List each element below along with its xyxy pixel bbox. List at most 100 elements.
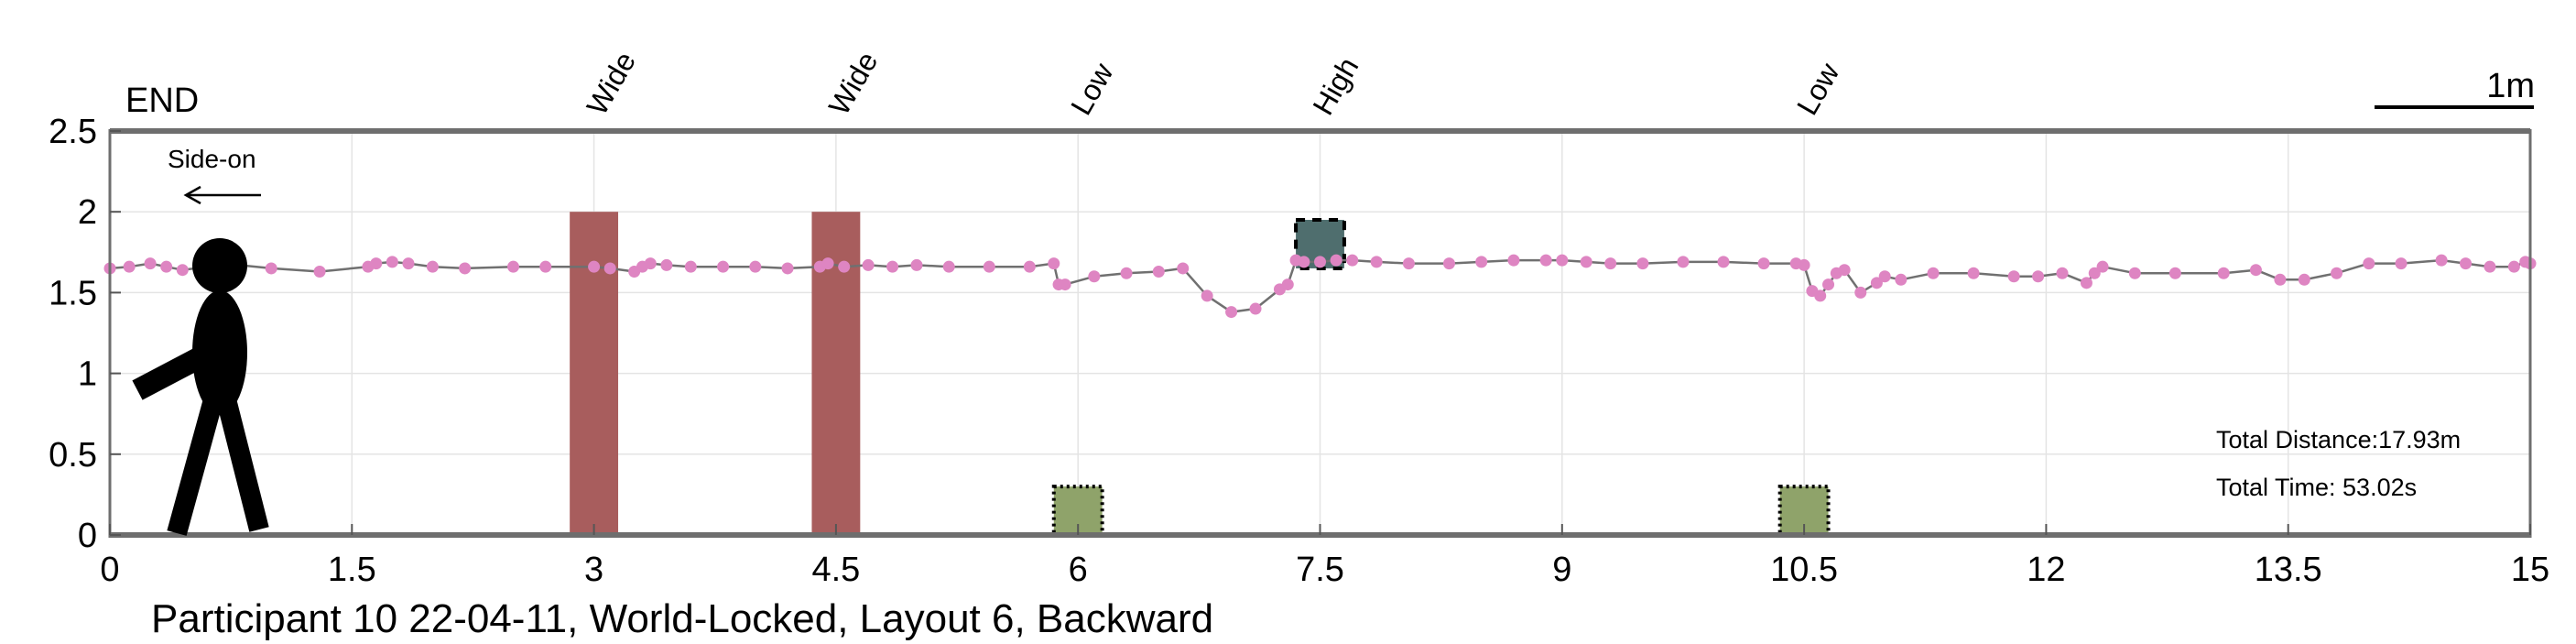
- trajectory-point: [459, 262, 472, 275]
- trajectory-point: [1539, 254, 1552, 267]
- trajectory-point: [1346, 254, 1359, 267]
- trajectory-point: [1717, 256, 1730, 268]
- trajectory-point: [1088, 270, 1101, 283]
- trajectory-point: [1023, 260, 1036, 273]
- trajectory-point: [1048, 257, 1060, 270]
- trajectory-line: [109, 258, 2531, 313]
- trajectory-point: [1402, 257, 1415, 270]
- trajectory-point: [2507, 260, 2520, 273]
- trajectory-point: [1878, 270, 1891, 283]
- trajectory-point: [2168, 267, 2181, 279]
- obstacle-label-0: Wide: [580, 46, 642, 120]
- trajectory-point: [1330, 254, 1342, 267]
- trajectory-point: [886, 260, 899, 273]
- trajectory-point: [1152, 265, 1165, 278]
- total-distance-text: Total Distance:17.93m: [2216, 426, 2461, 453]
- trajectory-point: [507, 260, 519, 273]
- y-axis-ticks: 0 0.5 1 1.5 2 2.5: [49, 113, 121, 555]
- trajectory-point: [1814, 289, 1827, 302]
- trajectory-point: [1281, 278, 1294, 291]
- y-tick-label-2: 1: [78, 355, 97, 394]
- trajectory-point: [2032, 270, 2045, 283]
- trajectory-point: [2096, 260, 2109, 273]
- trajectory-point: [1854, 286, 1867, 299]
- trajectory-point: [1604, 257, 1617, 270]
- trajectory-point: [160, 260, 173, 273]
- trajectory-point: [1895, 273, 1908, 286]
- trajectory-point: [910, 258, 923, 271]
- trajectory-point: [1298, 256, 1310, 268]
- chart-caption: Participant 10 22-04-11, World-Locked, L…: [151, 596, 1213, 641]
- trajectory-point: [1177, 262, 1190, 275]
- trajectory-point: [1838, 264, 1851, 277]
- obstacle-label-1: Wide: [822, 46, 885, 120]
- trajectory-point: [2363, 257, 2375, 270]
- trajectory-point: [1059, 278, 1071, 291]
- y-tick-label-0: 0: [78, 517, 97, 555]
- obstacle-wide-0: [570, 212, 619, 535]
- obstacle-label-3: High: [1306, 52, 1364, 121]
- x-tick-label-2: 3: [584, 551, 603, 589]
- trajectory-point: [2056, 267, 2069, 279]
- trajectory-point: [2080, 277, 2092, 289]
- trajectory-point: [717, 260, 730, 273]
- walker-figure-icon: [132, 238, 269, 536]
- x-tick-label-9: 13.5: [2255, 551, 2322, 589]
- trajectory-point: [1870, 277, 1883, 289]
- x-tick-label-4: 6: [1069, 551, 1088, 589]
- y-tick-label-4: 2: [78, 193, 97, 232]
- obstacle-wide-1: [811, 212, 861, 535]
- trajectory-point: [1757, 257, 1770, 270]
- trajectory-point: [644, 257, 657, 270]
- trajectory-point: [660, 258, 673, 271]
- trajectory-point: [402, 257, 415, 270]
- trajectory-point: [1314, 256, 1326, 268]
- total-time-text: Total Time: 53.02s: [2216, 474, 2417, 501]
- trajectory-point: [603, 262, 616, 275]
- trajectory-point: [2274, 273, 2287, 286]
- trajectory-point: [2217, 267, 2230, 279]
- trajectory-point: [1636, 257, 1649, 270]
- trajectory-point: [1677, 256, 1690, 268]
- trajectory-point: [942, 260, 955, 273]
- y-tick-label-1: 0.5: [49, 436, 97, 475]
- trajectory-point: [781, 262, 794, 275]
- trajectory-point: [983, 260, 995, 273]
- trajectory-point: [1225, 306, 1238, 319]
- y-tick-label-3: 1.5: [49, 274, 97, 312]
- trajectory-point: [539, 260, 552, 273]
- y-tick-label-5: 2.5: [49, 113, 97, 151]
- trajectory-point: [176, 264, 189, 277]
- trajectory-point: [1556, 254, 1569, 267]
- trajectory-point: [313, 265, 326, 278]
- x-tick-label-7: 10.5: [1770, 551, 1838, 589]
- x-tick-label-0: 0: [100, 551, 119, 589]
- x-tick-label-10: 15: [2511, 551, 2549, 589]
- trajectory-series: [103, 254, 2537, 319]
- trajectory-point: [1249, 302, 1262, 315]
- trajectory-point: [1927, 267, 1940, 279]
- trajectory-point: [370, 257, 383, 270]
- trajectory-point: [1120, 267, 1133, 279]
- trajectory-point: [1475, 256, 1488, 268]
- trajectory-point: [2249, 264, 2262, 277]
- x-axis-ticks: 0 1.5 3 4.5 6 7.5 9 10.5 12 13.5 15: [100, 524, 2549, 589]
- obstacle-label-4: Low: [1790, 57, 1846, 121]
- grid-lines: [109, 130, 2531, 536]
- trajectory-point: [426, 260, 439, 273]
- trajectory-point: [1507, 254, 1520, 267]
- trajectory-point: [1580, 256, 1592, 268]
- trajectory-point: [1201, 289, 1213, 302]
- x-tick-label-8: 12: [2027, 551, 2065, 589]
- trajectory-point: [862, 258, 875, 271]
- x-tick-label-1: 1.5: [328, 551, 376, 589]
- x-tick-label-5: 7.5: [1296, 551, 1344, 589]
- left-arrow-icon: [183, 185, 261, 205]
- trajectory-point: [144, 257, 157, 270]
- direction-label: Side-on: [168, 145, 256, 173]
- trajectory-point: [684, 260, 697, 273]
- trajectory-point: [2298, 273, 2310, 286]
- trajectory-point: [265, 262, 277, 275]
- trajectory-point: [2331, 267, 2343, 279]
- trajectory-point: [2460, 257, 2473, 270]
